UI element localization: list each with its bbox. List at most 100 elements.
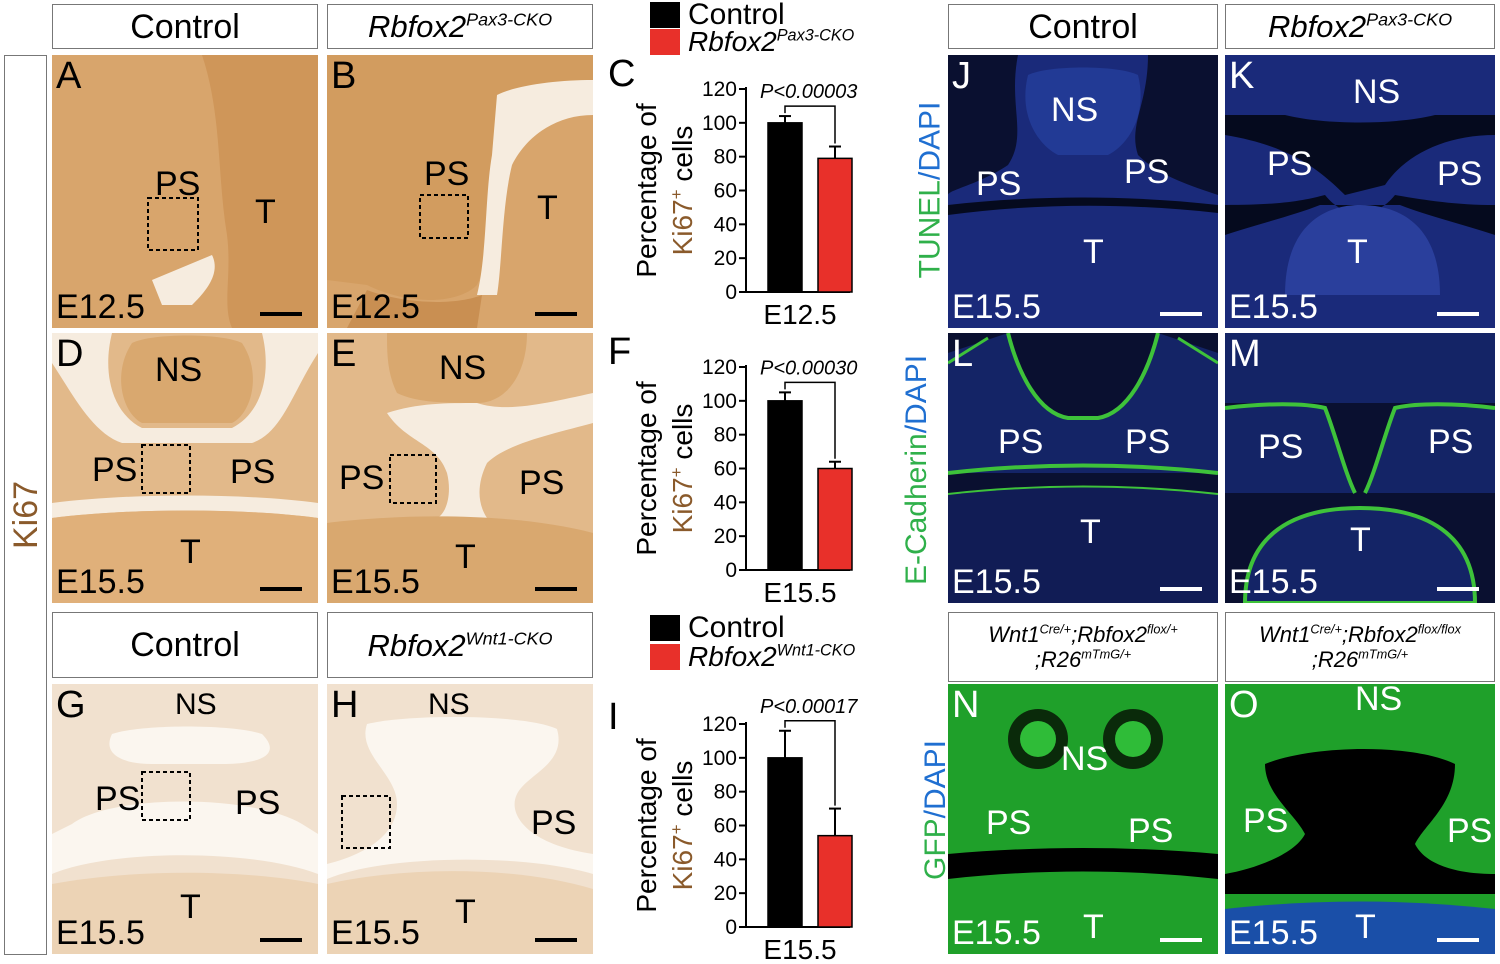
panel-d-scalebar xyxy=(260,587,302,591)
ecad-label-a: E-Cadherin xyxy=(900,433,934,586)
x-axis-label: E15.5 xyxy=(763,577,836,608)
panel-j-ps2: PS xyxy=(1124,153,1170,191)
header-cko-mid: Rbfox2Wnt1-CKO xyxy=(327,612,593,678)
panel-m-ps1: PS xyxy=(1258,428,1304,466)
tissue-n-svg xyxy=(948,684,1218,954)
panel-d-image: D NS PS PS T E15.5 xyxy=(52,333,318,603)
header-cko-top-text: Rbfox2Pax3-CKO xyxy=(368,11,552,42)
y-tick-label: 60 xyxy=(714,458,737,481)
tissue-b-svg xyxy=(327,55,593,328)
y-tick-label: 40 xyxy=(714,491,737,514)
panel-m-stage: E15.5 xyxy=(1229,563,1318,601)
panel-j-stage: E15.5 xyxy=(952,288,1041,326)
legend-bottom-cko-swatch xyxy=(650,644,680,670)
y-axis-label-line2: Ki67+ cells xyxy=(667,126,698,256)
panel-k-ps2: PS xyxy=(1437,155,1483,193)
panel-l-scalebar xyxy=(1160,587,1202,591)
panel-l-letter: L xyxy=(952,333,974,375)
panel-h-image: H NS PS T E15.5 xyxy=(327,684,593,954)
header-control-mid-text: Control xyxy=(130,626,240,664)
panel-b-ps: PS xyxy=(424,155,470,193)
panel-n-ps2: PS xyxy=(1128,812,1174,850)
y-axis-label-line1: Percentage of xyxy=(631,103,662,278)
panel-d-ns: NS xyxy=(155,351,203,389)
y-tick-label: 40 xyxy=(714,848,737,871)
bar-control xyxy=(767,122,803,293)
panel-e-t: T xyxy=(455,538,476,576)
tissue-j-svg xyxy=(948,55,1218,328)
legend-top-cko-base: Rbfox2 xyxy=(688,26,777,57)
panel-m-ps2: PS xyxy=(1428,423,1474,461)
panel-e-letter: E xyxy=(331,333,357,375)
y-axis-label-ki67: Ki67 xyxy=(667,477,698,533)
legend-top-cko-swatch xyxy=(650,29,680,55)
panel-g-ps2: PS xyxy=(235,784,281,822)
panel-l-stage: E15.5 xyxy=(952,563,1041,601)
header-cko-top-sup: Pax3-CKO xyxy=(466,9,553,30)
panel-h-t: T xyxy=(455,893,476,931)
header-cko-right-sup: Pax3-CKO xyxy=(1366,9,1453,30)
legend-bottom-cko-base: Rbfox2 xyxy=(688,641,777,672)
panel-o-ps2: PS xyxy=(1447,812,1493,850)
ki67-sidebar: Ki67 xyxy=(4,55,47,955)
wnt-right-l2b: mTmG/+ xyxy=(1358,646,1409,662)
chart-f: F 0 20 40 60 80 100 120 P<0.00030 E15.5 Percentag… xyxy=(600,333,900,608)
wnt-right-l1d: flox/flox xyxy=(1417,621,1461,637)
panel-g-image: G NS PS PS T E15.5 xyxy=(52,684,318,954)
header-control-mid: Control xyxy=(52,612,318,678)
chart-i-letter: I xyxy=(608,696,619,738)
y-tick-label: 80 xyxy=(714,146,737,169)
tissue-k-svg xyxy=(1225,55,1495,328)
ecad-label: E-Cadherin/DAPI xyxy=(900,354,934,586)
panel-k-image: K NS PS PS T E15.5 xyxy=(1225,55,1495,328)
y-axis-label-line1: Percentage of xyxy=(631,381,662,556)
panel-a-ps: PS xyxy=(155,165,201,203)
right-label-column: TUNEL/DAPI E-Cadherin/DAPI GFP/DAPI xyxy=(900,55,952,955)
header-control-right: Control xyxy=(948,4,1218,49)
header-wnt-left-line1: Wnt1Cre/+;Rbfox2flox/+ xyxy=(988,622,1178,647)
panel-j-image: J NS PS PS T E15.5 xyxy=(948,55,1218,328)
y-axis-label-sup: + xyxy=(667,824,686,834)
panel-d-stage: E15.5 xyxy=(56,563,145,601)
legend-top-control-swatch xyxy=(650,2,680,28)
legend-bottom-cko: Rbfox2Wnt1-CKO xyxy=(650,643,855,671)
significance-bracket xyxy=(784,381,836,459)
y-tick-label: 100 xyxy=(702,390,737,413)
legend-top-control: Control xyxy=(650,0,785,30)
panel-o-stage: E15.5 xyxy=(1229,914,1318,952)
wnt-left-l1a: Wnt1 xyxy=(988,621,1040,647)
panel-d-t: T xyxy=(180,533,201,571)
p-value-label: P<0.00017 xyxy=(760,696,858,718)
panel-j-scalebar xyxy=(1160,312,1202,316)
wnt-right-l1b: Cre/+ xyxy=(1310,621,1342,637)
legend-bottom-cko-label: Rbfox2Wnt1-CKO xyxy=(688,643,855,671)
panel-m-scalebar xyxy=(1437,587,1479,591)
header-wnt-right-line2: ;R26mTmG/+ xyxy=(1312,647,1408,672)
tissue-g-svg xyxy=(52,684,318,954)
panel-o-ps1: PS xyxy=(1243,802,1289,840)
y-axis-label-line1: Percentage of xyxy=(631,738,662,913)
header-cko-right-text: Rbfox2Pax3-CKO xyxy=(1268,11,1452,42)
panel-k-t: T xyxy=(1347,233,1368,271)
panel-d-ps2: PS xyxy=(230,453,276,491)
bar-cko xyxy=(817,834,853,928)
panel-m-image: M PS PS T E15.5 xyxy=(1225,333,1495,603)
header-cko-mid-base: Rbfox2 xyxy=(367,627,466,663)
panel-a-scalebar xyxy=(260,312,302,316)
panel-b-t: T xyxy=(537,189,558,227)
panel-l-t: T xyxy=(1080,513,1101,551)
tissue-h-svg xyxy=(327,684,593,954)
panel-b-stage: E12.5 xyxy=(331,288,420,326)
legend-bottom-control: Control xyxy=(650,613,785,643)
header-cko-right-base: Rbfox2 xyxy=(1267,9,1367,44)
chart-c: C 0 20 40 60 80 100 120 P<0.00003 E12.5 Percentag… xyxy=(600,55,900,335)
panel-g-scalebar xyxy=(260,938,302,942)
tunel-label: TUNEL/DAPI xyxy=(913,102,946,279)
header-wnt-left: Wnt1Cre/+;Rbfox2flox/+ ;R26mTmG/+ xyxy=(948,612,1218,682)
panel-a-stage: E12.5 xyxy=(56,288,145,326)
ecad-label-b: /DAPI xyxy=(900,354,934,434)
x-axis-label: E12.5 xyxy=(763,299,836,330)
header-control-top-text: Control xyxy=(130,7,240,46)
y-tick-label: 60 xyxy=(714,815,737,838)
significance-bracket xyxy=(784,105,836,144)
